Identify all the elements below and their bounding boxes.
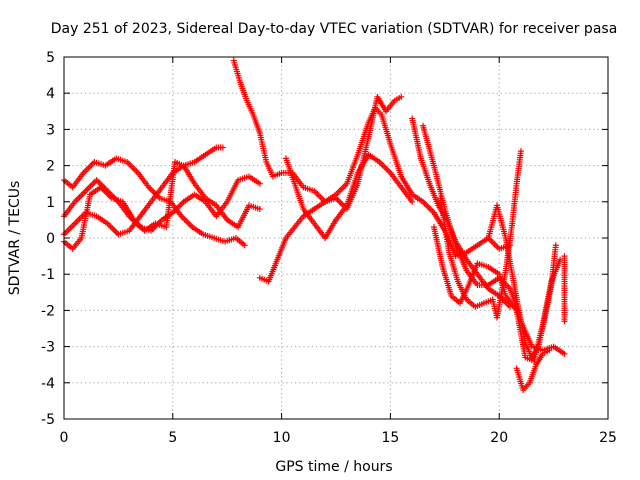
y-tick-label: -2 — [41, 303, 55, 319]
data-point — [546, 347, 553, 354]
data-series-track-6 — [256, 93, 405, 285]
data-series-track-11 — [437, 148, 524, 321]
data-point — [517, 148, 524, 155]
data-series-track-4 — [61, 158, 263, 252]
data-series-track-7 — [282, 151, 416, 241]
data-point — [256, 180, 263, 187]
x-axis-label: GPS time / hours — [275, 459, 392, 475]
x-tick-label: 10 — [273, 430, 291, 446]
x-tick-label: 25 — [599, 430, 617, 446]
data-series — [61, 57, 568, 394]
data-point — [552, 242, 559, 249]
y-tick-label: -5 — [41, 412, 55, 428]
chart-title: Day 251 of 2023, Sidereal Day-to-day VTE… — [51, 21, 618, 37]
data-point — [409, 198, 416, 205]
data-point — [256, 206, 263, 213]
x-tick-label: 20 — [490, 430, 508, 446]
y-tick-label: 3 — [46, 122, 55, 138]
data-series-track-5 — [230, 57, 514, 260]
y-tick-label: 4 — [46, 86, 55, 102]
y-tick-label: 1 — [46, 195, 55, 211]
grid — [64, 57, 608, 419]
y-tick-label: -4 — [41, 376, 55, 392]
data-series-track-2 — [61, 144, 226, 238]
data-series-track-9 — [420, 122, 568, 357]
data-point — [398, 93, 405, 100]
data-series-track-12 — [485, 202, 559, 361]
x-tick-label: 15 — [381, 430, 399, 446]
y-axis-label: SDTVAR / TECUs — [7, 181, 23, 296]
y-tick-label: -1 — [41, 267, 55, 283]
data-point — [561, 350, 568, 357]
data-point — [557, 256, 564, 263]
x-tick-label: 5 — [168, 430, 177, 446]
axis-ticks: 0 5 10 15 20 25 -5 -4 -3 -2 -1 0 1 2 3 4 5 — [41, 50, 617, 446]
data-point — [219, 144, 226, 151]
data-series-track-14 — [561, 253, 568, 325]
data-point — [561, 318, 568, 325]
y-tick-label: 5 — [46, 50, 55, 66]
data-series-track-13 — [513, 347, 553, 394]
y-tick-label: -3 — [41, 340, 55, 356]
x-tick-label: 0 — [60, 430, 69, 446]
y-tick-label: 0 — [46, 231, 55, 247]
data-point — [241, 242, 248, 249]
y-tick-label: 2 — [46, 159, 55, 175]
